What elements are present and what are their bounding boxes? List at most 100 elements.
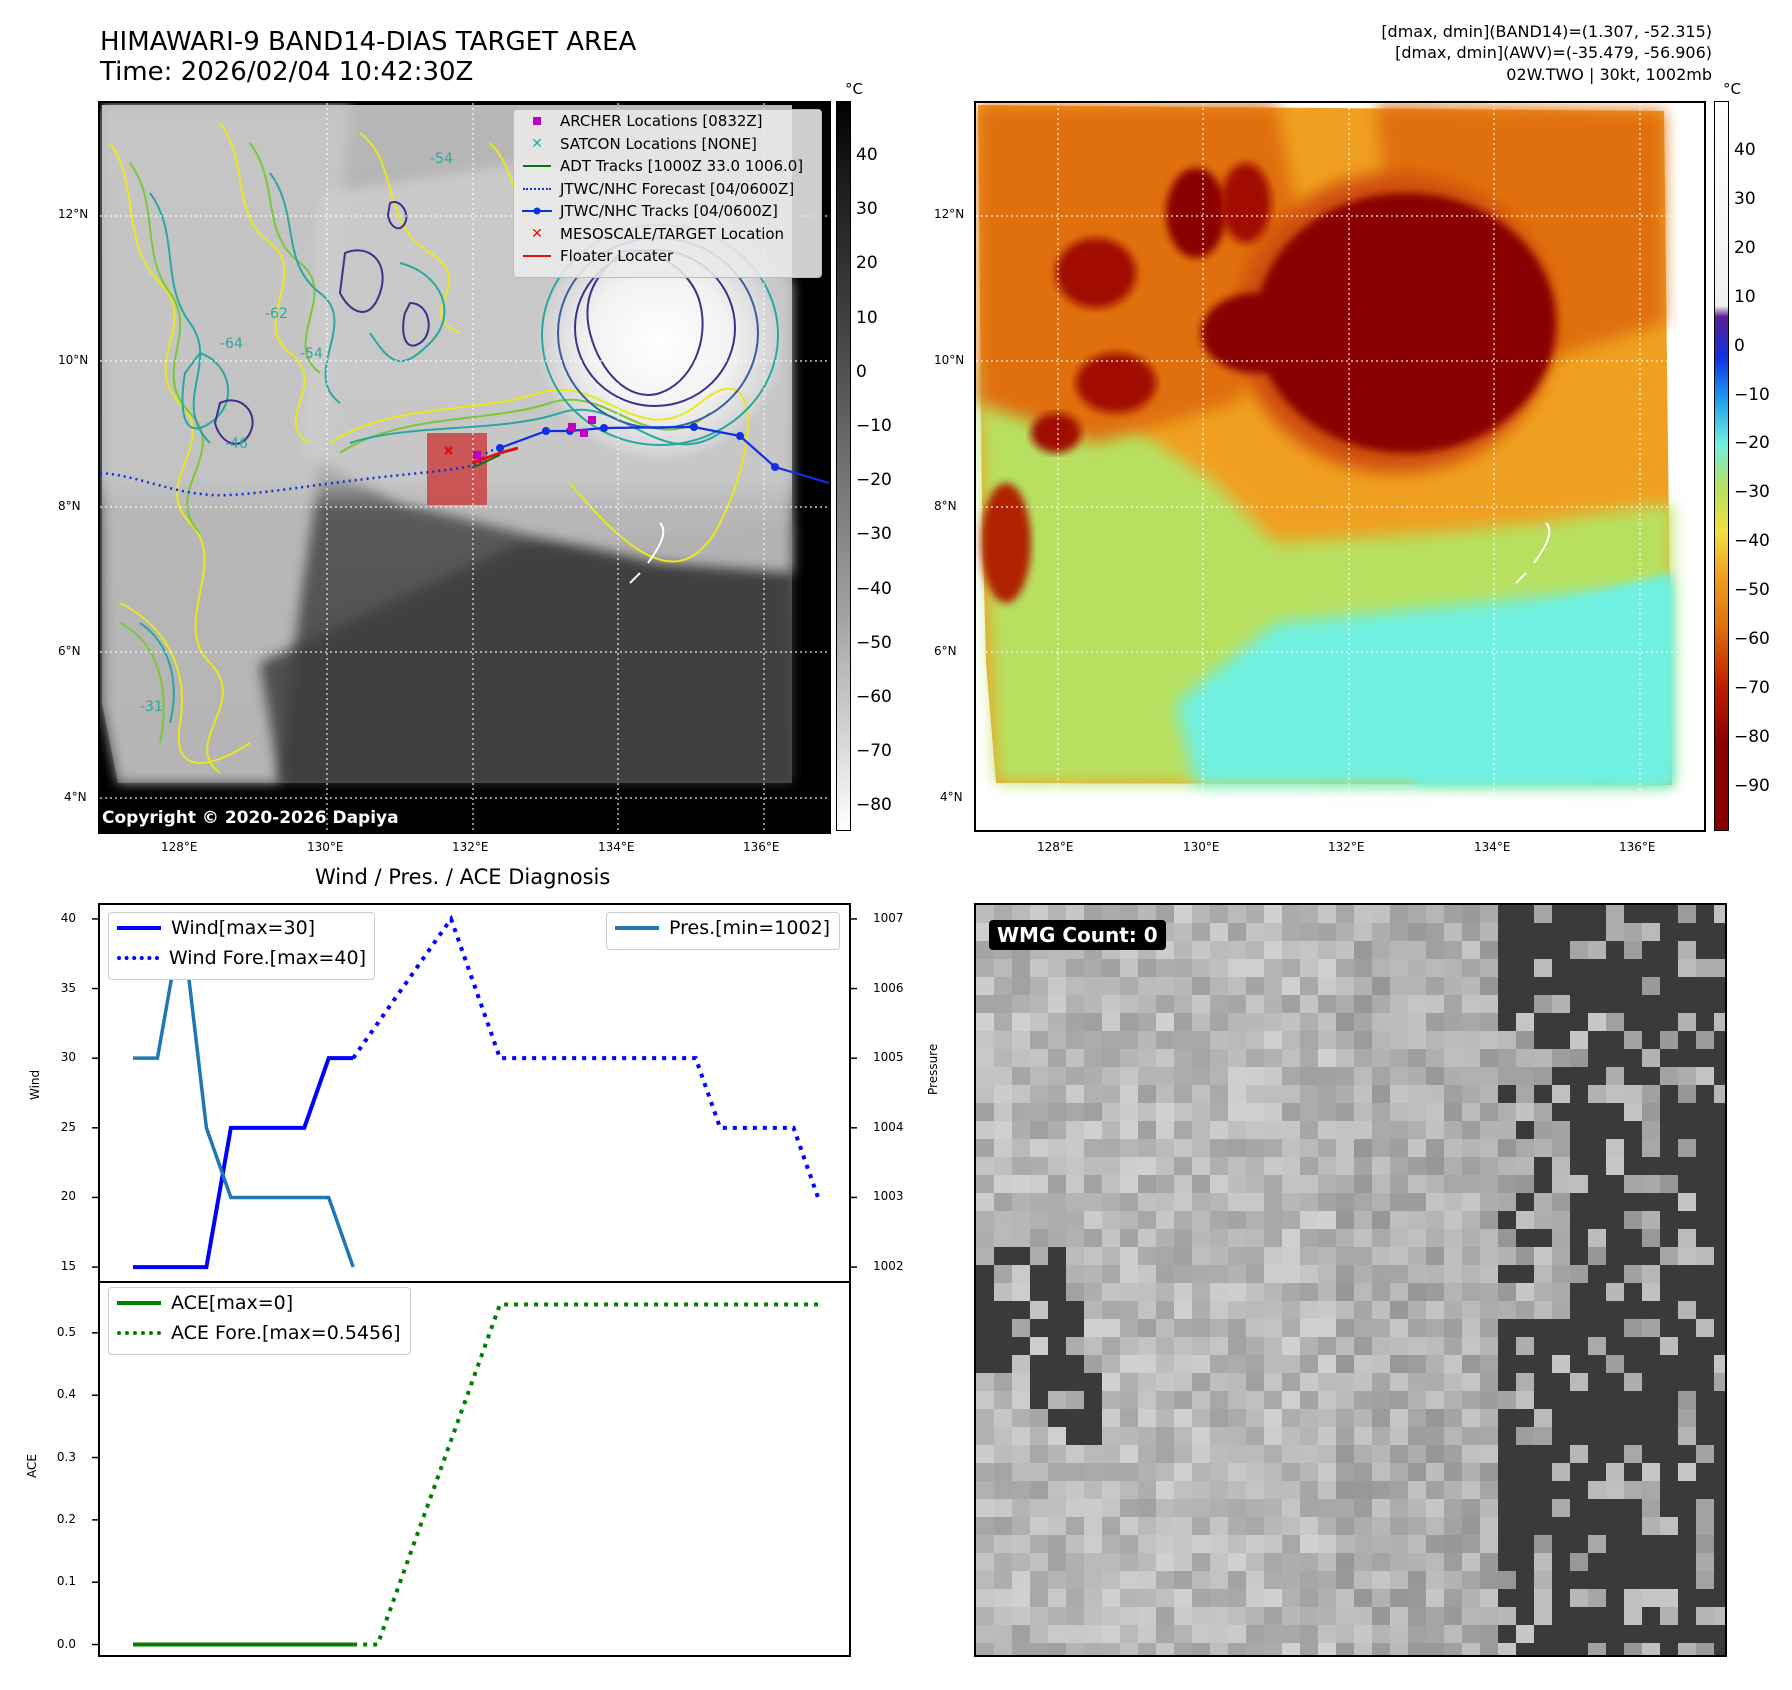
wmg-pixel [1174,1625,1192,1643]
wmg-pixel [1534,1427,1552,1445]
wmg-pixel [1426,1463,1444,1481]
wmg-pixel [1066,1319,1084,1337]
wmg-pixel [1534,1625,1552,1643]
wmg-pixel [1102,1409,1120,1427]
wmg-pixel [1210,1373,1228,1391]
wmg-pixel [1120,1427,1138,1445]
wmg-pixel [1264,1013,1282,1031]
wmg-pixel [1408,959,1426,977]
wmg-pixel [1282,1481,1300,1499]
wmg-pixel [1534,1517,1552,1535]
wmg-pixel [1030,1103,1048,1121]
wmg-pixel [1156,1193,1174,1211]
wmg-pixel [1714,1373,1725,1391]
wmg-pixel [1228,1175,1246,1193]
wmg-pixel [1066,1067,1084,1085]
wmg-pixel [1156,1463,1174,1481]
wmg-pixel [1192,1319,1210,1337]
wmg-pixel [1012,1139,1030,1157]
wmg-pixel [1372,1571,1390,1589]
wmg-pixel [1408,1121,1426,1139]
wmg-pixel [1516,1049,1534,1067]
wmg-pixel [1534,1643,1552,1655]
wmg-pixel [1480,1535,1498,1553]
wmg-pixel [1642,1049,1660,1067]
wmg-pixel [1408,1373,1426,1391]
wmg-pixel [1354,1301,1372,1319]
wmg-pixel [1156,1067,1174,1085]
wmg-pixel [1678,1229,1696,1247]
wmg-pixel [1102,1373,1120,1391]
wmg-pixel [1714,995,1725,1013]
wmg-pixel [1138,1463,1156,1481]
wmg-pixel [1102,1337,1120,1355]
wmg-pixel [1264,1157,1282,1175]
legend-item-mesoscale: ✕ MESOSCALE/TARGET Location [514,223,821,246]
wmg-pixel [1138,1643,1156,1655]
wmg-pixel [1192,1571,1210,1589]
wmg-pixel [1678,1157,1696,1175]
wmg-pixel [1660,1139,1678,1157]
wmg-pixel [1282,1265,1300,1283]
wmg-pixel [1552,1049,1570,1067]
wmg-pixel [1498,1463,1516,1481]
wmg-pixel [1516,1175,1534,1193]
wmg-pixel [1408,977,1426,995]
wmg-pixel [1534,1553,1552,1571]
wmg-pixel [1318,1229,1336,1247]
wmg-pixel [1390,1553,1408,1571]
wmg-pixel [1660,1499,1678,1517]
wmg-pixel [994,1589,1012,1607]
wmg-pixel [1642,1175,1660,1193]
wmg-pixel [1516,1229,1534,1247]
wmg-pixel [1282,1607,1300,1625]
wmg-pixel [1228,923,1246,941]
wmg-pixel [976,1445,994,1463]
wmg-pixel [1336,995,1354,1013]
wmg-pixel [976,1589,994,1607]
axis-tick-label: 1007 [873,910,904,925]
wmg-pixel [1318,905,1336,923]
wmg-pixel [1192,1085,1210,1103]
wmg-pixel [1390,1409,1408,1427]
wmg-pixel [1552,1067,1570,1085]
wmg-pixel [1336,1373,1354,1391]
wmg-pixel [1660,1571,1678,1589]
wmg-pixel [1354,1175,1372,1193]
wmg-pixel [1174,1391,1192,1409]
wmg-pixel [1552,1427,1570,1445]
wmg-pixel [1102,1103,1120,1121]
wmg-pixel [1336,959,1354,977]
wmg-pixel [1372,1463,1390,1481]
wmg-pixel [1084,1247,1102,1265]
wmg-pixel [1516,1373,1534,1391]
wmg-pixel [1696,1463,1714,1481]
wmg-pixel [1462,1067,1480,1085]
wmg-pixel [1228,1067,1246,1085]
wmg-pixel [1498,1193,1516,1211]
wmg-pixel [1714,1481,1725,1499]
wmg-pixel [1084,905,1102,923]
wmg-pixel [1156,1175,1174,1193]
wmg-pixel [1210,1391,1228,1409]
wmg-pixel [1030,995,1048,1013]
wmg-pixel [1462,1499,1480,1517]
colorbar-awv-unit: °C [1723,80,1741,98]
wmg-pixel [1714,1085,1725,1103]
axis-tick-label: 35 [60,980,76,995]
series-line-wind [133,1056,354,1270]
wmg-pixel [994,1625,1012,1643]
wmg-pixel [1390,1193,1408,1211]
wmg-pixel [1138,1319,1156,1337]
wmg-pixel [994,1409,1012,1427]
wmg-pixel [1642,1319,1660,1337]
wmg-pixel [1084,1625,1102,1643]
wmg-pixel [1408,1175,1426,1193]
wmg-panel [974,903,1727,1657]
wmg-pixel [1210,1283,1228,1301]
wmg-pixel [1318,1481,1336,1499]
wmg-pixel [1552,1445,1570,1463]
wmg-pixel [1066,1337,1084,1355]
wmg-pixel [1246,1121,1264,1139]
wmg-pixel [1552,941,1570,959]
